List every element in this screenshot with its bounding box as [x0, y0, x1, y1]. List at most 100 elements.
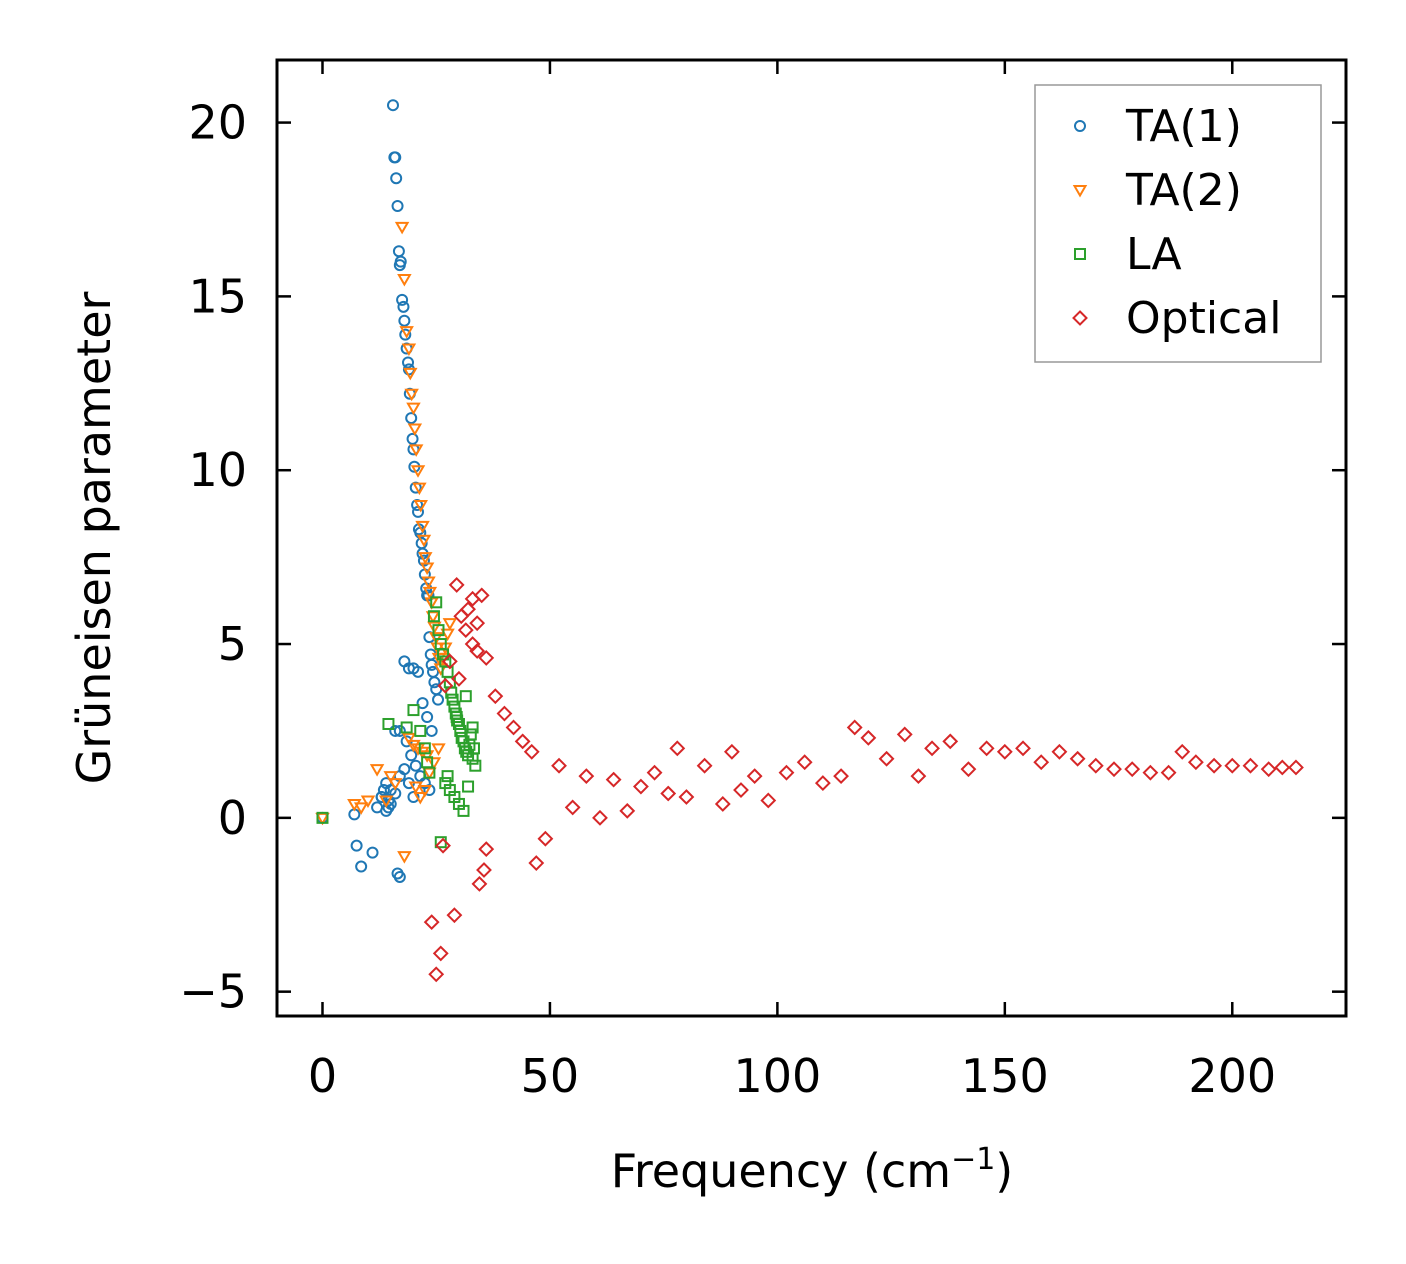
data-point [405, 412, 418, 425]
data-point [398, 763, 411, 776]
data-point [431, 743, 446, 756]
plot-marks [315, 99, 1304, 983]
data-point [564, 799, 581, 816]
data-point [428, 676, 441, 689]
data-point [619, 802, 636, 819]
axis-ticks [277, 60, 1346, 1016]
data-point [514, 733, 531, 750]
data-point [409, 759, 422, 772]
data-point [646, 764, 663, 781]
legend: TA(1) TA(2) LA Optical [1034, 84, 1322, 363]
data-point [397, 851, 412, 864]
data-point [1051, 743, 1068, 760]
data-point [459, 690, 472, 703]
y-axis-label: Grüneisen parameter [67, 291, 121, 784]
y-tick-label: 0 [218, 791, 247, 845]
data-point [1260, 761, 1277, 778]
data-point [478, 841, 495, 858]
data-point [442, 618, 458, 631]
legend-item: TA(2) [1072, 165, 1242, 216]
data-point [592, 809, 608, 826]
data-point [723, 743, 740, 760]
data-point [432, 693, 445, 706]
legend-label: Optical [1126, 293, 1281, 344]
data-point [924, 740, 940, 757]
data-point [405, 749, 418, 762]
data-point [469, 615, 486, 632]
data-point [1187, 754, 1204, 771]
data-point [942, 733, 959, 750]
data-point [415, 520, 430, 534]
data-point [452, 717, 465, 730]
data-point [460, 745, 473, 758]
data-point [1206, 757, 1222, 774]
data-point [406, 432, 419, 445]
data-point [996, 743, 1013, 760]
data-point [1224, 757, 1241, 774]
data-point [605, 771, 622, 788]
data-point [419, 750, 435, 763]
data-point [633, 778, 649, 795]
data-point [414, 724, 427, 737]
data-point [878, 750, 895, 767]
data-point [393, 724, 406, 737]
legend-label: TA(2) [1125, 165, 1242, 216]
data-point [389, 724, 402, 737]
data-point [388, 778, 403, 791]
data-point [1069, 750, 1086, 767]
data-point [505, 719, 522, 736]
data-point [462, 780, 475, 793]
data-point [660, 785, 677, 802]
data-point [478, 650, 495, 666]
data-point [523, 743, 540, 760]
data-point [896, 726, 913, 743]
legend-label: LA [1126, 229, 1182, 280]
data-point [404, 388, 419, 402]
data-point [350, 839, 363, 852]
tick-labels: 0 50 100 150 200 −5 0 5 10 15 20 [179, 96, 1276, 1103]
data-point [392, 245, 405, 258]
data-point [399, 326, 414, 339]
data-point [464, 636, 481, 652]
legend-item: LA [1074, 229, 1182, 280]
data-point [978, 740, 995, 757]
data-point [537, 830, 554, 847]
data-point [1160, 764, 1177, 781]
data-point [316, 811, 329, 824]
data-point [440, 628, 455, 642]
data-point [441, 770, 454, 783]
data-point [910, 768, 927, 785]
data-point [393, 870, 406, 883]
data-point [353, 802, 369, 815]
x-axis-label-close: ) [995, 1144, 1013, 1198]
data-point [427, 621, 442, 635]
data-point [408, 444, 424, 457]
data-point [407, 704, 420, 717]
data-point [401, 343, 417, 357]
data-point [412, 665, 425, 678]
y-tick-label: 5 [218, 617, 247, 671]
y-tick-label: 10 [188, 443, 247, 497]
x-tick-label: 100 [733, 1049, 821, 1103]
data-point [406, 402, 421, 416]
data-point [746, 768, 763, 785]
data-point [413, 791, 428, 805]
data-point [397, 274, 412, 287]
series-la [316, 596, 482, 849]
data-point [846, 719, 863, 736]
legend-item: Optical [1072, 293, 1281, 344]
y-tick-label: 20 [188, 96, 247, 150]
data-point [1124, 761, 1141, 778]
data-point [437, 648, 450, 661]
y-tick-label: 15 [188, 269, 247, 323]
data-point [422, 586, 438, 600]
data-point [1087, 757, 1104, 774]
data-point [451, 670, 467, 687]
data-point [360, 795, 376, 808]
data-point [1142, 764, 1159, 781]
data-point [446, 693, 459, 706]
x-axis-label: Frequency (cm−1) [611, 1142, 1014, 1198]
x-tick-label: 50 [521, 1049, 580, 1103]
data-point [714, 796, 731, 812]
data-point [464, 728, 477, 741]
